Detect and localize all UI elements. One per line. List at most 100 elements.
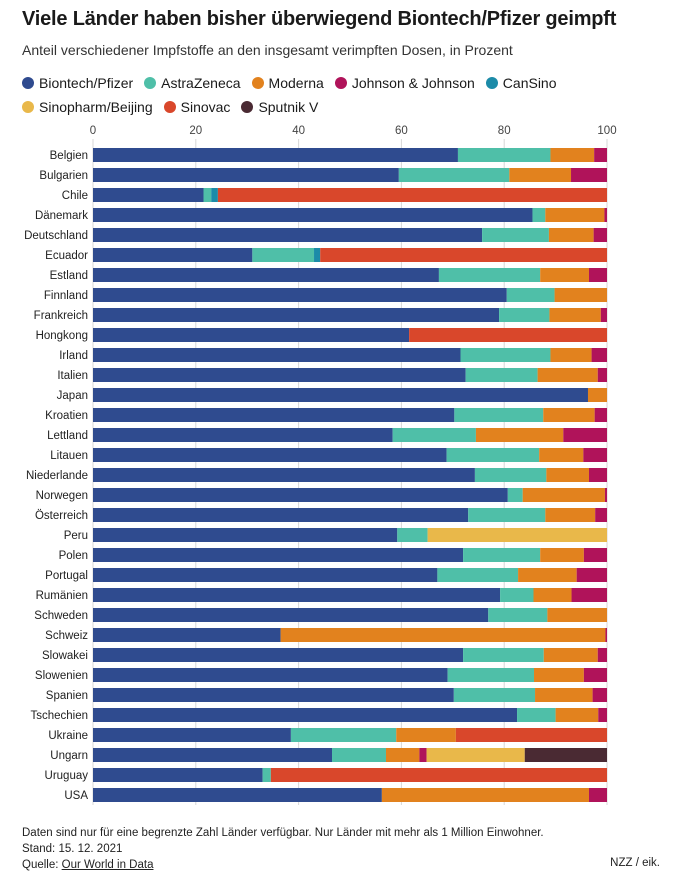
bar-segment <box>93 708 518 722</box>
category-label: USA <box>64 790 88 802</box>
legend-item: AstraZeneca <box>144 74 241 92</box>
bar-segment <box>446 448 540 462</box>
bar-segment <box>409 328 607 342</box>
legend-swatch <box>241 101 254 113</box>
bar-segment <box>499 308 550 322</box>
category-label: Spanien <box>46 690 88 702</box>
bar-segment <box>93 288 507 302</box>
bar-segment <box>93 448 447 462</box>
bar-segment <box>320 248 607 262</box>
bar-segment <box>595 508 607 522</box>
bar-segment <box>537 368 598 382</box>
bar-segment <box>589 468 607 482</box>
bar-segment <box>381 788 590 802</box>
source-link[interactable]: Our World in Data <box>61 859 154 871</box>
bar-segment <box>93 628 281 642</box>
bar-segment <box>332 748 386 762</box>
bar-segment <box>93 328 410 342</box>
bar-segment <box>385 748 420 762</box>
legend: Biontech/Pfizer AstraZeneca Moderna Johnson… <box>22 74 662 116</box>
bar-segment <box>262 768 271 782</box>
legend-swatch <box>22 101 34 113</box>
footer-date: Stand: 15. 12. 2021 <box>22 843 123 855</box>
category-label: Hongkong <box>36 330 88 342</box>
stacked-bar-chart: 0 20 40 60 80 100 Belgien Bulgarien Chile Dänemar… <box>24 125 617 805</box>
bar-segment <box>605 628 607 642</box>
footer: Daten sind nur für eine begrenzte Zahl L… <box>22 825 544 873</box>
bar-segment <box>93 148 458 162</box>
bar-segment <box>392 428 476 442</box>
category-label: Portugal <box>45 570 88 582</box>
bar-segment <box>252 248 315 262</box>
bar-segment <box>548 228 594 242</box>
bar-segment <box>545 508 596 522</box>
bar-segment <box>203 188 212 202</box>
x-tick-label: 80 <box>498 125 511 137</box>
legend-swatch <box>485 77 498 89</box>
category-label: Schweden <box>34 610 88 622</box>
chart-subtitle: Anteil verschiedener Impfstoffe an den i… <box>22 42 513 58</box>
bar-segment <box>217 188 608 202</box>
bar-segment <box>543 408 595 422</box>
bar-segment <box>437 568 519 582</box>
category-label: Tschechien <box>30 710 88 722</box>
bar-segment <box>93 468 475 482</box>
category-label: Chile <box>62 190 88 202</box>
category-label: Irland <box>59 350 88 362</box>
bar-segment <box>397 528 428 542</box>
category-label: Belgien <box>50 150 88 162</box>
bar-segment <box>93 408 455 422</box>
bar-segment <box>534 668 584 682</box>
bar-segment <box>280 628 606 642</box>
bar-segment <box>594 148 607 162</box>
bar-segment <box>455 728 607 742</box>
category-label: Estland <box>50 270 88 282</box>
bar-segment <box>93 428 393 442</box>
bar-segment <box>518 568 577 582</box>
bar-segment <box>597 648 607 662</box>
bar-segment <box>290 728 397 742</box>
bar-segment <box>604 488 607 502</box>
category-label: Deutschland <box>24 230 88 242</box>
footer-note: Daten sind nur für eine begrenzte Zahl L… <box>22 827 544 839</box>
bar-segment <box>474 468 547 482</box>
category-label: Kroatien <box>45 410 88 422</box>
bar-segment <box>554 288 607 302</box>
bar-segment <box>463 548 541 562</box>
category-label: Niederlande <box>26 470 88 482</box>
category-label: Norwegen <box>36 490 88 502</box>
bar-segment <box>93 208 533 222</box>
bar-segment <box>563 428 607 442</box>
bar-segment <box>93 768 263 782</box>
bar-segment <box>591 348 607 362</box>
bar-segment <box>93 228 483 242</box>
bar-segment <box>597 368 607 382</box>
x-tick-label: 100 <box>597 125 616 137</box>
category-label: Dänemark <box>35 210 88 222</box>
legend-label: Biontech/Pfizer <box>39 75 134 91</box>
bar-segment <box>587 388 607 402</box>
category-label: Ukraine <box>48 730 88 742</box>
bar-segment <box>500 588 534 602</box>
bar-segment <box>540 268 590 282</box>
bar-segment <box>93 748 333 762</box>
category-label: Slowakei <box>42 650 88 662</box>
category-label: Österreich <box>35 510 88 522</box>
bar-segment <box>460 348 551 362</box>
legend-item: CanSino <box>485 74 557 92</box>
bar-segment <box>93 308 500 322</box>
bar-segment <box>396 728 456 742</box>
bar-segment <box>475 428 564 442</box>
bar-segment <box>93 248 253 262</box>
bar-segment <box>550 348 592 362</box>
legend-label: Sinopharm/Beijing <box>39 99 153 115</box>
bar-segment <box>93 788 382 802</box>
bar-segment <box>93 528 398 542</box>
bar-segment <box>438 268 541 282</box>
legend-item: Sinovac <box>163 98 230 116</box>
bar-segment <box>93 388 588 402</box>
legend-label: Johnson & Johnson <box>351 75 475 91</box>
bar-segment <box>93 368 466 382</box>
bar-segment <box>93 348 461 362</box>
category-label: Bulgarien <box>39 170 88 182</box>
